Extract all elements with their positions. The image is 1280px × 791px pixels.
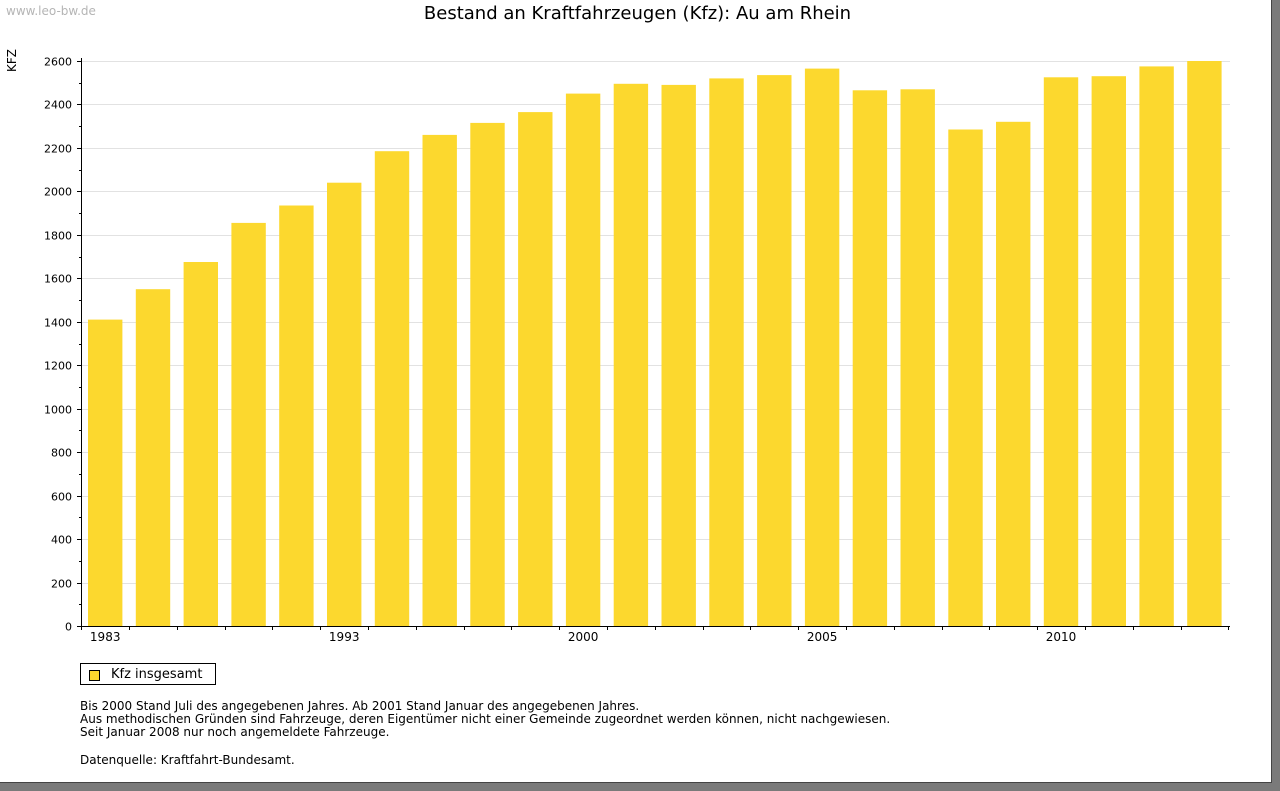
bar (327, 182, 362, 626)
y-tick-label: 1600 (44, 273, 72, 286)
y-tick-label: 400 (51, 534, 72, 547)
bar (900, 89, 935, 627)
bar (661, 84, 696, 626)
footnote-line: Aus methodischen Gründen sind Fahrzeuge,… (80, 712, 891, 726)
y-tick-label: 200 (51, 578, 72, 591)
footnote-line: Seit Januar 2008 nur noch angemeldete Fa… (80, 725, 390, 739)
bar (1187, 61, 1222, 626)
x-tick-label: 2005 (807, 630, 838, 644)
x-tick-label: 2000 (568, 630, 599, 644)
footnote-line: Bis 2000 Stand Juli des angegebenen Jahr… (80, 699, 640, 713)
y-tick-label: 1000 (44, 404, 72, 417)
x-tick-label: 1983 (90, 630, 121, 644)
watermark: www.leo-bw.de (6, 4, 96, 18)
bar (422, 134, 457, 626)
legend-swatch (89, 670, 100, 681)
bar (88, 319, 123, 626)
bar (1139, 66, 1174, 626)
chart-plot: 0 200 400 600 800 1000 1200 1400 1600 1800 2000 220… (5, 49, 1230, 644)
data-source: Datenquelle: Kraftfahrt-Bundesamt. (80, 753, 295, 767)
y-tick-label: 1200 (44, 360, 72, 373)
bars (88, 61, 1222, 627)
y-tick-label: 0 (65, 621, 72, 634)
legend: Kfz insgesamt (80, 663, 216, 685)
bar (948, 129, 983, 626)
footnotes: Bis 2000 Stand Juli des angegebenen Jahr… (80, 700, 890, 739)
x-tick-label: 1993 (329, 630, 360, 644)
bar (613, 83, 649, 627)
y-axis-label: KFZ (5, 49, 19, 72)
bar (709, 78, 744, 626)
y-tick-label: 2200 (44, 143, 72, 156)
legend-label: Kfz insgesamt (111, 667, 203, 682)
y-tick-label: 600 (51, 491, 72, 504)
axes: 0 200 400 600 800 1000 1200 1400 1600 1800 2000 220… (44, 56, 1230, 644)
bar (183, 262, 218, 626)
bar (470, 122, 505, 627)
chart-title: Bestand an Kraftfahrzeugen (Kfz): Au am … (423, 3, 852, 24)
bar (135, 289, 171, 626)
bar (279, 205, 314, 626)
bar (374, 151, 410, 626)
y-tick-label: 800 (51, 447, 72, 460)
y-tick-label: 1800 (44, 230, 72, 243)
bar (565, 93, 601, 627)
bar (804, 68, 840, 627)
bar (757, 75, 792, 627)
bar (231, 222, 266, 626)
y-tick-label: 2600 (44, 56, 72, 69)
y-tick-label: 2400 (44, 99, 72, 112)
y-tick-label: 2000 (44, 186, 72, 199)
bar (1043, 77, 1079, 627)
grid-lines (81, 61, 1230, 584)
bar (1091, 76, 1126, 626)
bar (518, 112, 553, 627)
bar (852, 90, 888, 627)
x-tick-label: 2010 (1046, 630, 1077, 644)
y-tick-label: 1400 (44, 317, 72, 330)
bar (996, 121, 1031, 627)
